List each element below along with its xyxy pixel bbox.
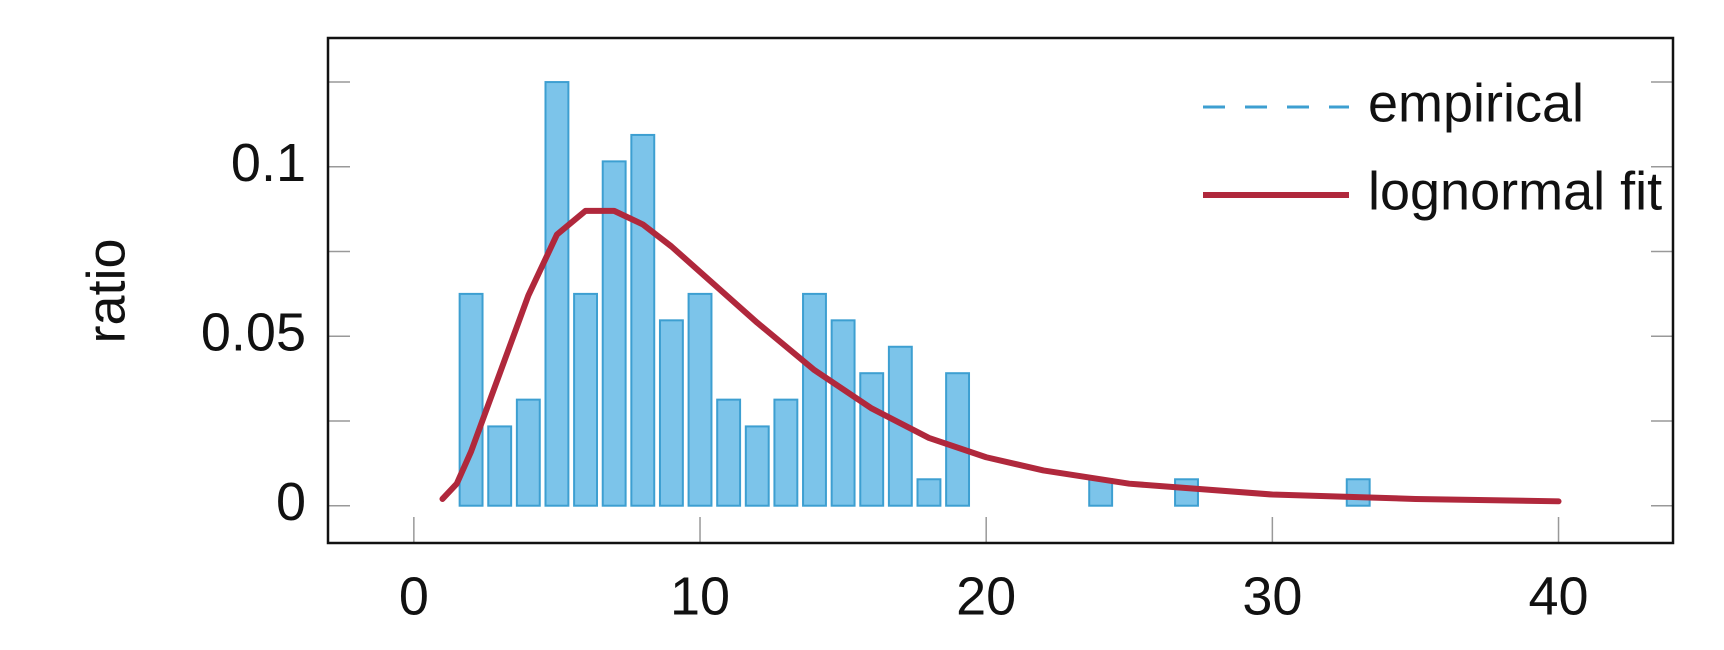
y-tick-label: 0.05: [201, 303, 306, 363]
legend-label: lognormal fit: [1368, 161, 1662, 221]
histogram-bar: [630, 133, 656, 507]
histogram-bar: [458, 292, 484, 507]
fit-line: [439, 207, 1562, 505]
histogram-bar: [802, 292, 827, 507]
plot-frame: [326, 36, 1675, 545]
histogram-bar: [687, 292, 713, 507]
x-tick-label: 40: [1528, 566, 1588, 626]
legend-label: empirical: [1368, 73, 1584, 133]
y-axis-label: ratio: [76, 238, 136, 343]
histogram-bar: [716, 398, 742, 507]
x-tick-label: 20: [956, 566, 1016, 626]
histogram-bar: [859, 372, 885, 507]
y-tick-label: 0.1: [231, 133, 306, 193]
histogram-bar: [744, 425, 770, 507]
histogram-bar: [830, 319, 856, 507]
histogram-bar: [515, 398, 541, 507]
histogram-bar: [916, 478, 942, 507]
histogram-bar: [773, 398, 799, 507]
histogram-bar: [1174, 478, 1199, 507]
histogram-bar: [601, 160, 627, 507]
histogram-bar: [487, 425, 513, 507]
histogram-bar: [1345, 478, 1371, 507]
x-tick-label: 10: [670, 566, 730, 626]
histogram-bar: [544, 81, 570, 507]
histogram-bar: [573, 292, 599, 507]
histogram-bar: [658, 319, 684, 507]
y-tick-label: 0: [276, 472, 306, 532]
x-tick-label: 0: [399, 566, 429, 626]
x-tick-label: 30: [1242, 566, 1302, 626]
histogram-bar: [945, 372, 971, 507]
